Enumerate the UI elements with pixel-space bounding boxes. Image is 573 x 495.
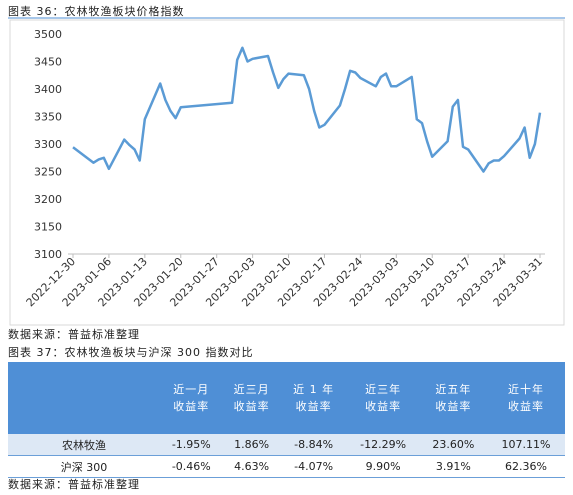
header-cell: 近三年 收益率 [346, 362, 420, 434]
table-cell: -1.95% [160, 434, 223, 456]
y-tick-label: 3400 [34, 83, 62, 96]
caption: 图表 36：农林牧渔板块价格指数 [8, 5, 185, 18]
table-cell: -0.46% [160, 455, 223, 478]
table-row: 沪深 300 -0.46% 4.63% -4.07% 9.90% 3.91% 62.36% [8, 455, 565, 478]
y-tick-label: 3250 [34, 166, 62, 179]
table-cell: -4.07% [280, 455, 347, 478]
chart-frame [9, 19, 565, 326]
header-cell: 近五年 收益率 [419, 362, 488, 434]
y-tick-label: 3200 [34, 193, 62, 206]
line [72, 46, 542, 173]
header-cell: 近十年 收益率 [487, 362, 565, 434]
header-cell: 近一月 收益率 [160, 362, 223, 434]
table-cell: 9.90% [346, 455, 420, 478]
header-text: 近十年 [508, 383, 544, 396]
header-cell: 近 1 年收益率 [280, 362, 347, 434]
header-text: 收益率 [173, 400, 210, 413]
header-cell [8, 362, 160, 434]
y-tick-label: 3300 [34, 138, 62, 151]
table-cell: 沪深 300 [8, 455, 160, 478]
table-cell: 4.63% [222, 455, 281, 478]
table: 近一月 收益率 近三月 收益率近 1 年收益率 近三年 收益率 近五年 收益率 近十年 收益率 农林… [8, 362, 565, 478]
table-cell: 23.60% [419, 434, 488, 456]
table-cell: -8.84% [280, 434, 347, 456]
table-cell: 农林牧渔 [8, 434, 160, 456]
y-tick-label: 3100 [34, 248, 62, 261]
table-cell: 62.36% [487, 455, 565, 478]
table-cell: 107.11% [487, 434, 565, 456]
header-text: 近三月 [233, 383, 270, 396]
table-row: 农林牧渔 -1.95% 1.86% -8.84% -12.29% 23.60% 107.11… [8, 434, 565, 456]
header-cell: 近三月 收益率 [222, 362, 281, 434]
header-text: 近五年 [435, 383, 472, 396]
header-text: 收益率 [508, 400, 544, 413]
header-text: 收益率 [435, 400, 472, 413]
header-text: 收益率 [365, 400, 402, 413]
source: 数据来源：普益标准整理 [8, 478, 140, 491]
y-tick-label: 3350 [34, 111, 62, 124]
y-tick-label: 3500 [34, 28, 62, 41]
y-tick-label: 3150 [34, 221, 62, 234]
header-text: 近 1 年 [293, 383, 335, 396]
header-text: 收益率 [233, 400, 270, 413]
header-text: 近三年 [365, 383, 402, 396]
caption: 图表 37：农林牧渔板块与沪深 300 指数对比 [8, 346, 254, 359]
header-text: 收益率 [295, 400, 332, 413]
table-cell: 3.91% [419, 455, 488, 478]
table-cell: -12.29% [346, 434, 420, 456]
chart: 3100315032003250330033503400345035002022… [8, 17, 565, 326]
y-tick-label: 3450 [34, 56, 62, 69]
source: 数据来源：普益标准整理 [8, 328, 140, 341]
table-cell: 1.86% [222, 434, 281, 456]
header-text: 近一月 [173, 383, 210, 396]
